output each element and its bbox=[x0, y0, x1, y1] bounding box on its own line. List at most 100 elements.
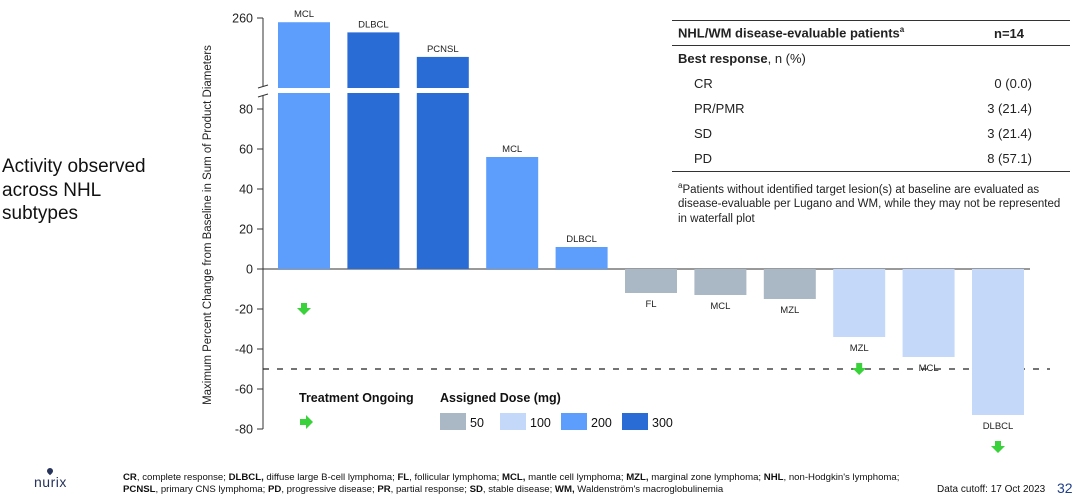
table-header-n: n=14 bbox=[994, 25, 1024, 41]
bar bbox=[902, 269, 955, 357]
table-header: NHL/WM disease-evaluable patientsa n=14 bbox=[672, 20, 1070, 46]
bar bbox=[486, 157, 539, 269]
bar-group: DLBCL bbox=[347, 19, 400, 269]
bar bbox=[625, 269, 677, 293]
response-value: 8 (57.1) bbox=[987, 151, 1032, 166]
bar-group: MCL bbox=[278, 9, 330, 269]
table-header-label: NHL/WM disease-evaluable patientsa bbox=[678, 25, 905, 41]
bar-group: MCL bbox=[486, 144, 539, 269]
abbr-definition: , partial response; bbox=[390, 484, 470, 495]
abbr-term: CR bbox=[123, 472, 137, 483]
treatment-ongoing-arrow-icon bbox=[852, 363, 867, 375]
legend-swatch bbox=[561, 413, 587, 430]
legend-swatch bbox=[622, 413, 648, 430]
y-axis-label: Maximum Percent Change from Baseline in … bbox=[202, 45, 214, 405]
table-row: PD 8 (57.1) bbox=[672, 146, 1070, 172]
best-response-row: Best response, n (%) bbox=[678, 51, 806, 66]
treatment-ongoing-arrow-icon bbox=[297, 303, 311, 315]
abbr-term: FL bbox=[397, 472, 410, 483]
abbr-term: PR bbox=[377, 484, 391, 495]
bar-label: DLBCL bbox=[358, 19, 389, 30]
abbr-definition: , progressive disease; bbox=[281, 484, 378, 495]
bars: MCL DLBCL PCNSL MCL DLBCL FL MCL MZL MZL MCL DLBCL bbox=[278, 9, 1024, 432]
y-ticks: -80 -60 -40 -20 0 20 40 60 80 260 bbox=[232, 12, 1050, 437]
bar-label: MCL bbox=[502, 144, 522, 155]
legend-dose-label: 100 bbox=[530, 416, 551, 430]
bar-label: MCL bbox=[919, 363, 939, 374]
bar-lower bbox=[347, 93, 400, 269]
bar-label: MCL bbox=[294, 9, 314, 20]
table-row: SD 3 (21.4) bbox=[672, 121, 1070, 146]
abbr-term: WM, bbox=[554, 484, 575, 495]
legend-arrow-icon bbox=[300, 415, 313, 429]
axis-break-mark bbox=[257, 93, 269, 98]
legend: Treatment Ongoing Assigned Dose (mg) 50 100… bbox=[299, 391, 673, 430]
bar-group: DLBCL bbox=[972, 269, 1024, 432]
bar-group: FL bbox=[625, 269, 677, 310]
legend-treatment-title: Treatment Ongoing bbox=[299, 391, 414, 405]
y-tick-label: 0 bbox=[246, 263, 253, 277]
ongoing-arrows bbox=[297, 303, 1005, 453]
bar-label: MCL bbox=[710, 301, 730, 312]
abbr-definition: , primary CNS lymphoma; bbox=[155, 484, 268, 495]
bar-label: MZL bbox=[850, 343, 869, 354]
response-category: SD bbox=[694, 126, 713, 141]
bar-upper bbox=[416, 56, 469, 88]
abbr-definition: marginal zone lymphoma; bbox=[648, 472, 764, 483]
y-tick-label: -80 bbox=[235, 423, 253, 437]
axis-break-mark bbox=[257, 84, 269, 89]
bar bbox=[833, 269, 886, 337]
abbr-definition: diffuse large B-cell lymphoma; bbox=[263, 472, 398, 483]
y-tick-label: 40 bbox=[239, 183, 253, 197]
abbr-term: PCNSL bbox=[123, 484, 156, 495]
bar-label: PCNSL bbox=[427, 44, 459, 55]
legend-dose-label: 300 bbox=[652, 416, 673, 430]
data-cutoff: Data cutoff: 17 Oct 2023 bbox=[937, 484, 1046, 495]
y-tick-label: 260 bbox=[232, 12, 253, 26]
legend-dose-title: Assigned Dose (mg) bbox=[440, 391, 561, 405]
bar-upper bbox=[347, 32, 400, 88]
bar-upper bbox=[278, 22, 330, 89]
bar-group: MZL bbox=[763, 269, 816, 316]
legend-swatch bbox=[500, 413, 526, 430]
bar bbox=[694, 269, 747, 295]
response-value: 3 (21.4) bbox=[987, 126, 1032, 141]
bar-group: DLBCL bbox=[555, 234, 608, 269]
response-category: PD bbox=[694, 151, 713, 166]
table-footnote: aPatients without identified target lesi… bbox=[678, 181, 1061, 225]
table-row: PR/PMR 3 (21.4) bbox=[672, 96, 1070, 121]
response-value: 3 (21.4) bbox=[987, 101, 1032, 116]
table-row: CR 0 (0.0) bbox=[672, 71, 1070, 96]
abbr-definition: mantle cell lymphoma; bbox=[525, 472, 627, 483]
bar-group: MCL bbox=[694, 269, 747, 312]
y-tick-label: -20 bbox=[235, 303, 253, 317]
response-value: 0 (0.0) bbox=[994, 76, 1032, 91]
abbr-term: MZL, bbox=[626, 472, 649, 483]
response-category: CR bbox=[694, 76, 713, 91]
abbr-term: MCL, bbox=[501, 472, 526, 483]
bar-label: MZL bbox=[780, 305, 799, 316]
abbr-definition: , stable disease; bbox=[482, 484, 555, 495]
abbr-term: PD bbox=[268, 484, 282, 495]
y-tick-label: 60 bbox=[239, 143, 253, 157]
abbr-term: DLBCL, bbox=[228, 472, 264, 483]
legend-swatch bbox=[440, 413, 466, 430]
abbreviations-footer: CR, complete response; DLBCL, diffuse la… bbox=[123, 472, 923, 496]
abbr-definition: , complete response; bbox=[136, 472, 229, 483]
y-tick-label: -40 bbox=[235, 343, 253, 357]
y-tick-label: 80 bbox=[239, 103, 253, 117]
side-title: Activity observed across NHL subtypes bbox=[2, 156, 146, 224]
response-category: PR/PMR bbox=[694, 101, 745, 116]
bar bbox=[763, 269, 816, 299]
bar-label: FL bbox=[645, 299, 656, 310]
abbr-definition: , non-Hodgkin's lymphoma; bbox=[783, 472, 900, 483]
bar-label: DLBCL bbox=[983, 421, 1014, 432]
y-tick-label: 20 bbox=[239, 223, 253, 237]
bar-label: DLBCL bbox=[566, 234, 597, 245]
bar-lower bbox=[416, 93, 469, 269]
abbr-definition: Waldenström's macroglobulinemia bbox=[574, 484, 724, 495]
response-table: NHL/WM disease-evaluable patientsa n=14 … bbox=[672, 20, 1070, 226]
nurix-logo: nurix bbox=[34, 474, 67, 490]
bar-group: PCNSL bbox=[416, 44, 469, 269]
